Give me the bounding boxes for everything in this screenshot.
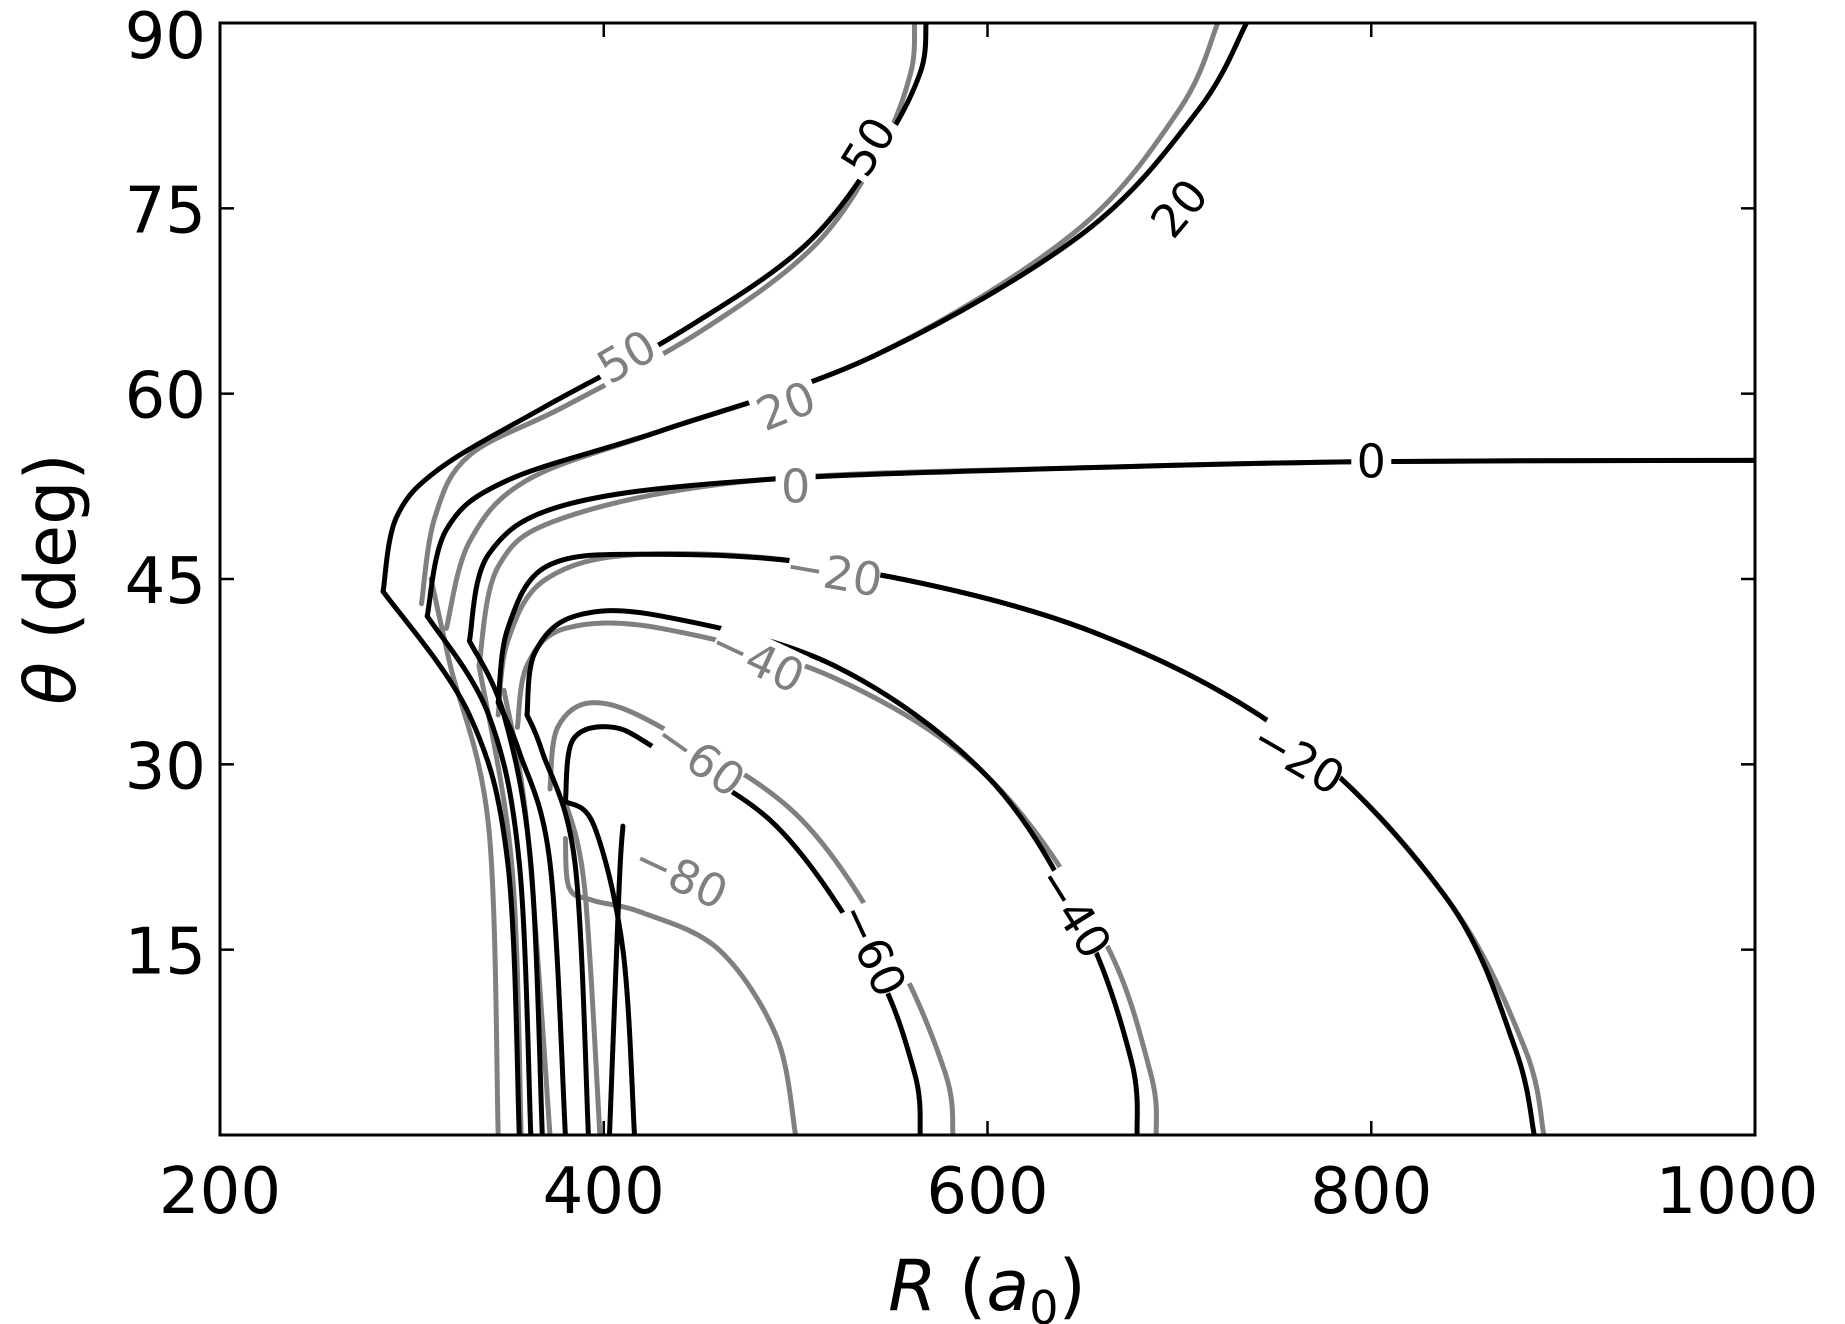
y-tick-label: 15 — [125, 916, 206, 990]
contour-line-gray — [514, 620, 1159, 1135]
contour-line-black — [524, 608, 1140, 1135]
y-tick-label: 75 — [125, 174, 206, 248]
contour-label-text: −80 — [625, 831, 736, 921]
contour-line-gray — [419, 23, 918, 607]
contour-label-text: −40 — [702, 614, 813, 704]
x-tick-label: 1000 — [1656, 1155, 1819, 1229]
contour-label: −60 — [827, 894, 917, 1005]
y-axis-title: θ (deg) — [10, 453, 92, 705]
contour-label: 50 — [586, 319, 668, 395]
x-tick-label: 800 — [1310, 1155, 1432, 1229]
contour-line-gray — [443, 23, 1221, 631]
contour-label-text: −20 — [1243, 711, 1354, 806]
contour-line-black — [466, 638, 545, 1135]
y-tick-label: 45 — [125, 545, 206, 619]
contour-label-text: 20 — [1140, 169, 1219, 249]
contour-label-background — [1139, 167, 1219, 250]
contour-label-background — [746, 371, 826, 441]
contour-line-black — [380, 23, 929, 594]
x-tick-label: 600 — [926, 1155, 1048, 1229]
x-tick-label: 400 — [543, 1155, 665, 1229]
contour-label-background — [628, 834, 733, 917]
contour-line-black — [380, 588, 522, 1135]
contour-label-text: 50 — [588, 319, 666, 395]
contour-line-black — [562, 724, 923, 1135]
contour-label-background — [775, 462, 816, 511]
contour-line-black — [424, 613, 534, 1135]
x-tick-label: 200 — [159, 1155, 281, 1229]
contour-label: 0 — [775, 459, 816, 513]
contour-label-text: −60 — [827, 894, 917, 1005]
contour-label: −20 — [782, 538, 887, 608]
contour-label: −40 — [702, 614, 813, 704]
contour-label-background — [1246, 714, 1351, 802]
tick-marks — [218, 21, 1757, 1135]
contour-line-black — [524, 712, 591, 1135]
contour-label: −20 — [1243, 711, 1354, 806]
contour-label-background — [586, 319, 668, 394]
contour-label-text: 0 — [781, 459, 810, 513]
contour-label-background — [830, 105, 907, 188]
contour-label-background — [1029, 860, 1119, 965]
contour-line-black — [466, 457, 1755, 644]
contour-label: 20 — [1139, 167, 1219, 250]
plot-frame — [218, 21, 1757, 1137]
contour-line-black — [424, 23, 1249, 619]
contour-line-gray — [476, 457, 1755, 668]
contour-label-background — [1351, 437, 1392, 486]
contour-line-black — [495, 551, 1537, 1135]
contour-line-black — [607, 823, 626, 1135]
contour-line-gray — [428, 576, 501, 1135]
y-tick-labels: 15 30 45 60 75 90 — [125, 0, 206, 990]
contour-label-text: −20 — [782, 538, 887, 608]
contour-label-background — [648, 712, 752, 805]
y-tick-label: 90 — [125, 0, 206, 74]
y-tick-label: 60 — [125, 360, 206, 434]
contour-line-gray — [562, 836, 799, 1135]
contour-label-background — [784, 541, 884, 605]
contour-lines — [380, 23, 1755, 1135]
x-tick-labels: 200 400 600 800 1000 — [159, 1155, 1819, 1229]
contour-label: −80 — [625, 831, 736, 921]
contour-label-background — [831, 897, 914, 1002]
x-axis-title: R (a0) — [888, 1245, 1086, 1324]
contour-label: 0 — [1351, 435, 1392, 489]
contour-line-gray — [562, 798, 603, 1135]
contour-line-black — [562, 798, 637, 1135]
contour-line-gray — [547, 700, 956, 1135]
contour-label-text: 0 — [1357, 435, 1386, 489]
contour-label-background — [705, 618, 810, 701]
y-tick-label: 30 — [125, 730, 206, 804]
contour-line-black — [495, 700, 568, 1135]
